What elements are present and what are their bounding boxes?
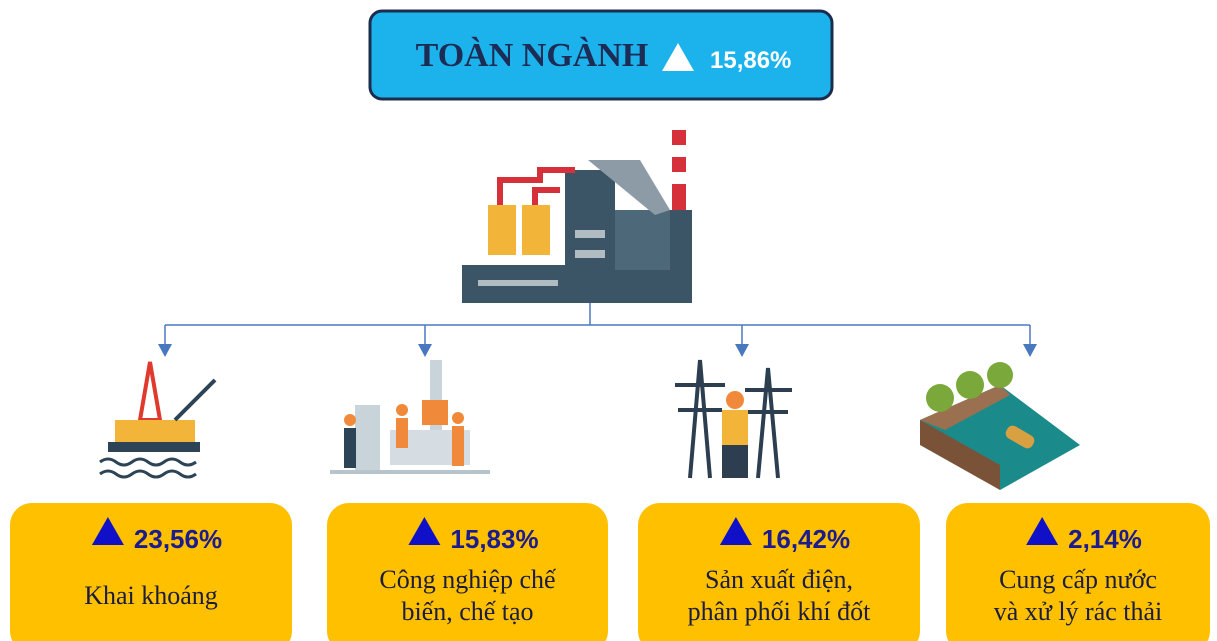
sector-value: 16,42% [762,524,850,554]
sector-label: Công nghiệp chế [379,565,557,594]
oil-rig-icon [99,361,217,479]
factory-icon [462,130,692,303]
worker-icon [722,391,748,478]
sector-box [946,503,1210,641]
up-triangle [91,517,124,545]
arrow-heads [158,344,1037,357]
power-tower-icon [675,359,792,479]
sector-label: Khai khoáng [84,581,218,610]
sector-label: biến, chế tạo [401,597,533,626]
up-triangle [719,517,752,545]
sector-label: Sản xuất điện, [705,565,853,594]
up-triangle [408,517,441,545]
up-triangle [1026,517,1059,545]
sector-label: phân phối khí đốt [688,597,871,626]
up-triangle [662,43,694,71]
sector-value: 2,14% [1068,524,1142,554]
sector-box [327,503,608,641]
sector-box [638,503,920,641]
sector-value: 23,56% [134,524,222,554]
sector-boxes: 23,56% Khai khoáng 15,83% Công nghiệp chế bi… [10,503,1210,641]
sector-label: Cung cấp nước [999,565,1157,594]
connector-lines [164,303,1031,345]
header-value: 15,86% [710,47,791,74]
sector-box [10,503,292,641]
sector-label: và xử lý rác thải [994,597,1163,626]
manufacturing-icon [330,360,490,474]
sector-value: 15,83% [450,524,538,554]
header-box [368,9,834,101]
header-title: TOÀN NGÀNH [416,37,649,74]
water-treatment-icon [920,362,1080,490]
